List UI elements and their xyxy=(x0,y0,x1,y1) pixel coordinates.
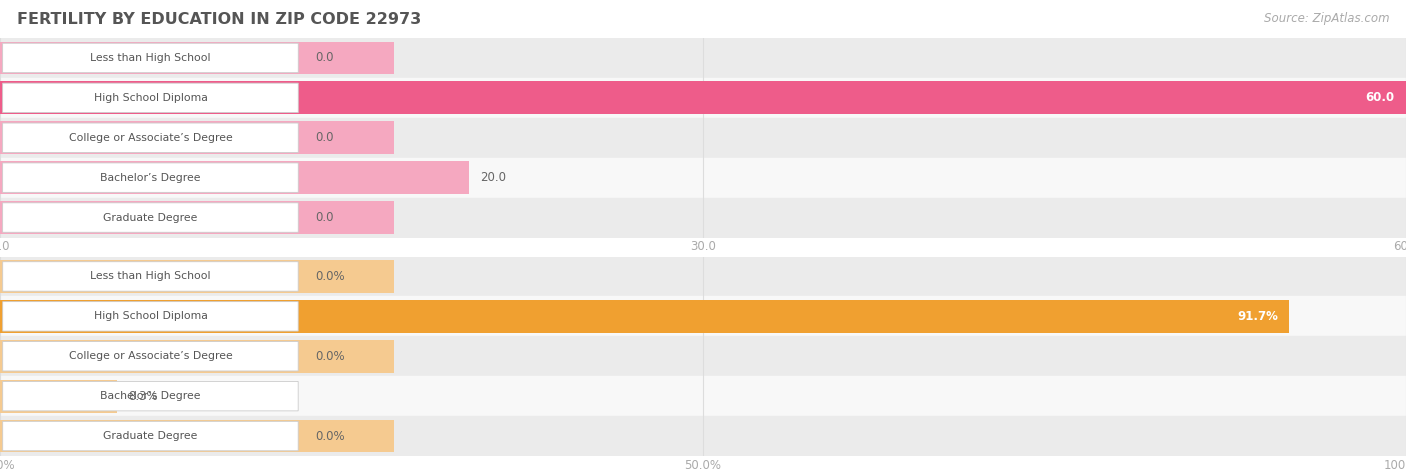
FancyBboxPatch shape xyxy=(3,381,298,411)
Text: 8.3%: 8.3% xyxy=(128,390,157,403)
Text: High School Diploma: High School Diploma xyxy=(94,311,207,322)
Text: 0.0%: 0.0% xyxy=(315,270,344,283)
FancyBboxPatch shape xyxy=(3,262,298,291)
Text: 0.0%: 0.0% xyxy=(315,429,344,443)
Bar xyxy=(0,296,1406,336)
Bar xyxy=(0,380,117,412)
Text: College or Associate’s Degree: College or Associate’s Degree xyxy=(69,351,232,361)
Bar xyxy=(0,78,1406,118)
Text: Source: ZipAtlas.com: Source: ZipAtlas.com xyxy=(1264,12,1389,25)
Text: 60.0: 60.0 xyxy=(1365,91,1395,104)
Bar xyxy=(0,162,468,194)
Bar xyxy=(0,416,1406,456)
Text: Bachelor’s Degree: Bachelor’s Degree xyxy=(100,172,201,183)
Bar xyxy=(0,42,394,74)
Text: 0.0: 0.0 xyxy=(315,131,333,144)
FancyBboxPatch shape xyxy=(3,342,298,371)
FancyBboxPatch shape xyxy=(3,421,298,451)
FancyBboxPatch shape xyxy=(3,43,298,73)
Text: Less than High School: Less than High School xyxy=(90,271,211,282)
FancyBboxPatch shape xyxy=(3,302,298,331)
Text: 0.0%: 0.0% xyxy=(315,350,344,363)
Bar xyxy=(0,256,1406,296)
Text: Graduate Degree: Graduate Degree xyxy=(103,212,198,223)
Bar xyxy=(0,38,1406,78)
Bar xyxy=(0,340,394,372)
Text: 0.0: 0.0 xyxy=(315,51,333,65)
Bar xyxy=(0,376,1406,416)
Bar xyxy=(0,336,1406,376)
Text: 0.0: 0.0 xyxy=(315,211,333,224)
Bar xyxy=(0,260,394,293)
Bar xyxy=(0,420,394,452)
Text: 20.0: 20.0 xyxy=(479,171,506,184)
FancyBboxPatch shape xyxy=(3,83,298,113)
Bar xyxy=(0,118,1406,158)
Bar xyxy=(0,201,394,234)
Bar xyxy=(0,158,1406,198)
Bar xyxy=(0,198,1406,238)
Bar xyxy=(0,122,394,154)
FancyBboxPatch shape xyxy=(3,203,298,232)
FancyBboxPatch shape xyxy=(3,163,298,192)
FancyBboxPatch shape xyxy=(3,123,298,152)
Text: High School Diploma: High School Diploma xyxy=(94,93,207,103)
Bar xyxy=(0,300,1289,332)
Bar xyxy=(0,82,1406,114)
Text: Bachelor’s Degree: Bachelor’s Degree xyxy=(100,391,201,401)
Text: College or Associate’s Degree: College or Associate’s Degree xyxy=(69,133,232,143)
Text: Graduate Degree: Graduate Degree xyxy=(103,431,198,441)
Text: FERTILITY BY EDUCATION IN ZIP CODE 22973: FERTILITY BY EDUCATION IN ZIP CODE 22973 xyxy=(17,12,422,27)
Text: 91.7%: 91.7% xyxy=(1237,310,1278,323)
Text: Less than High School: Less than High School xyxy=(90,53,211,63)
